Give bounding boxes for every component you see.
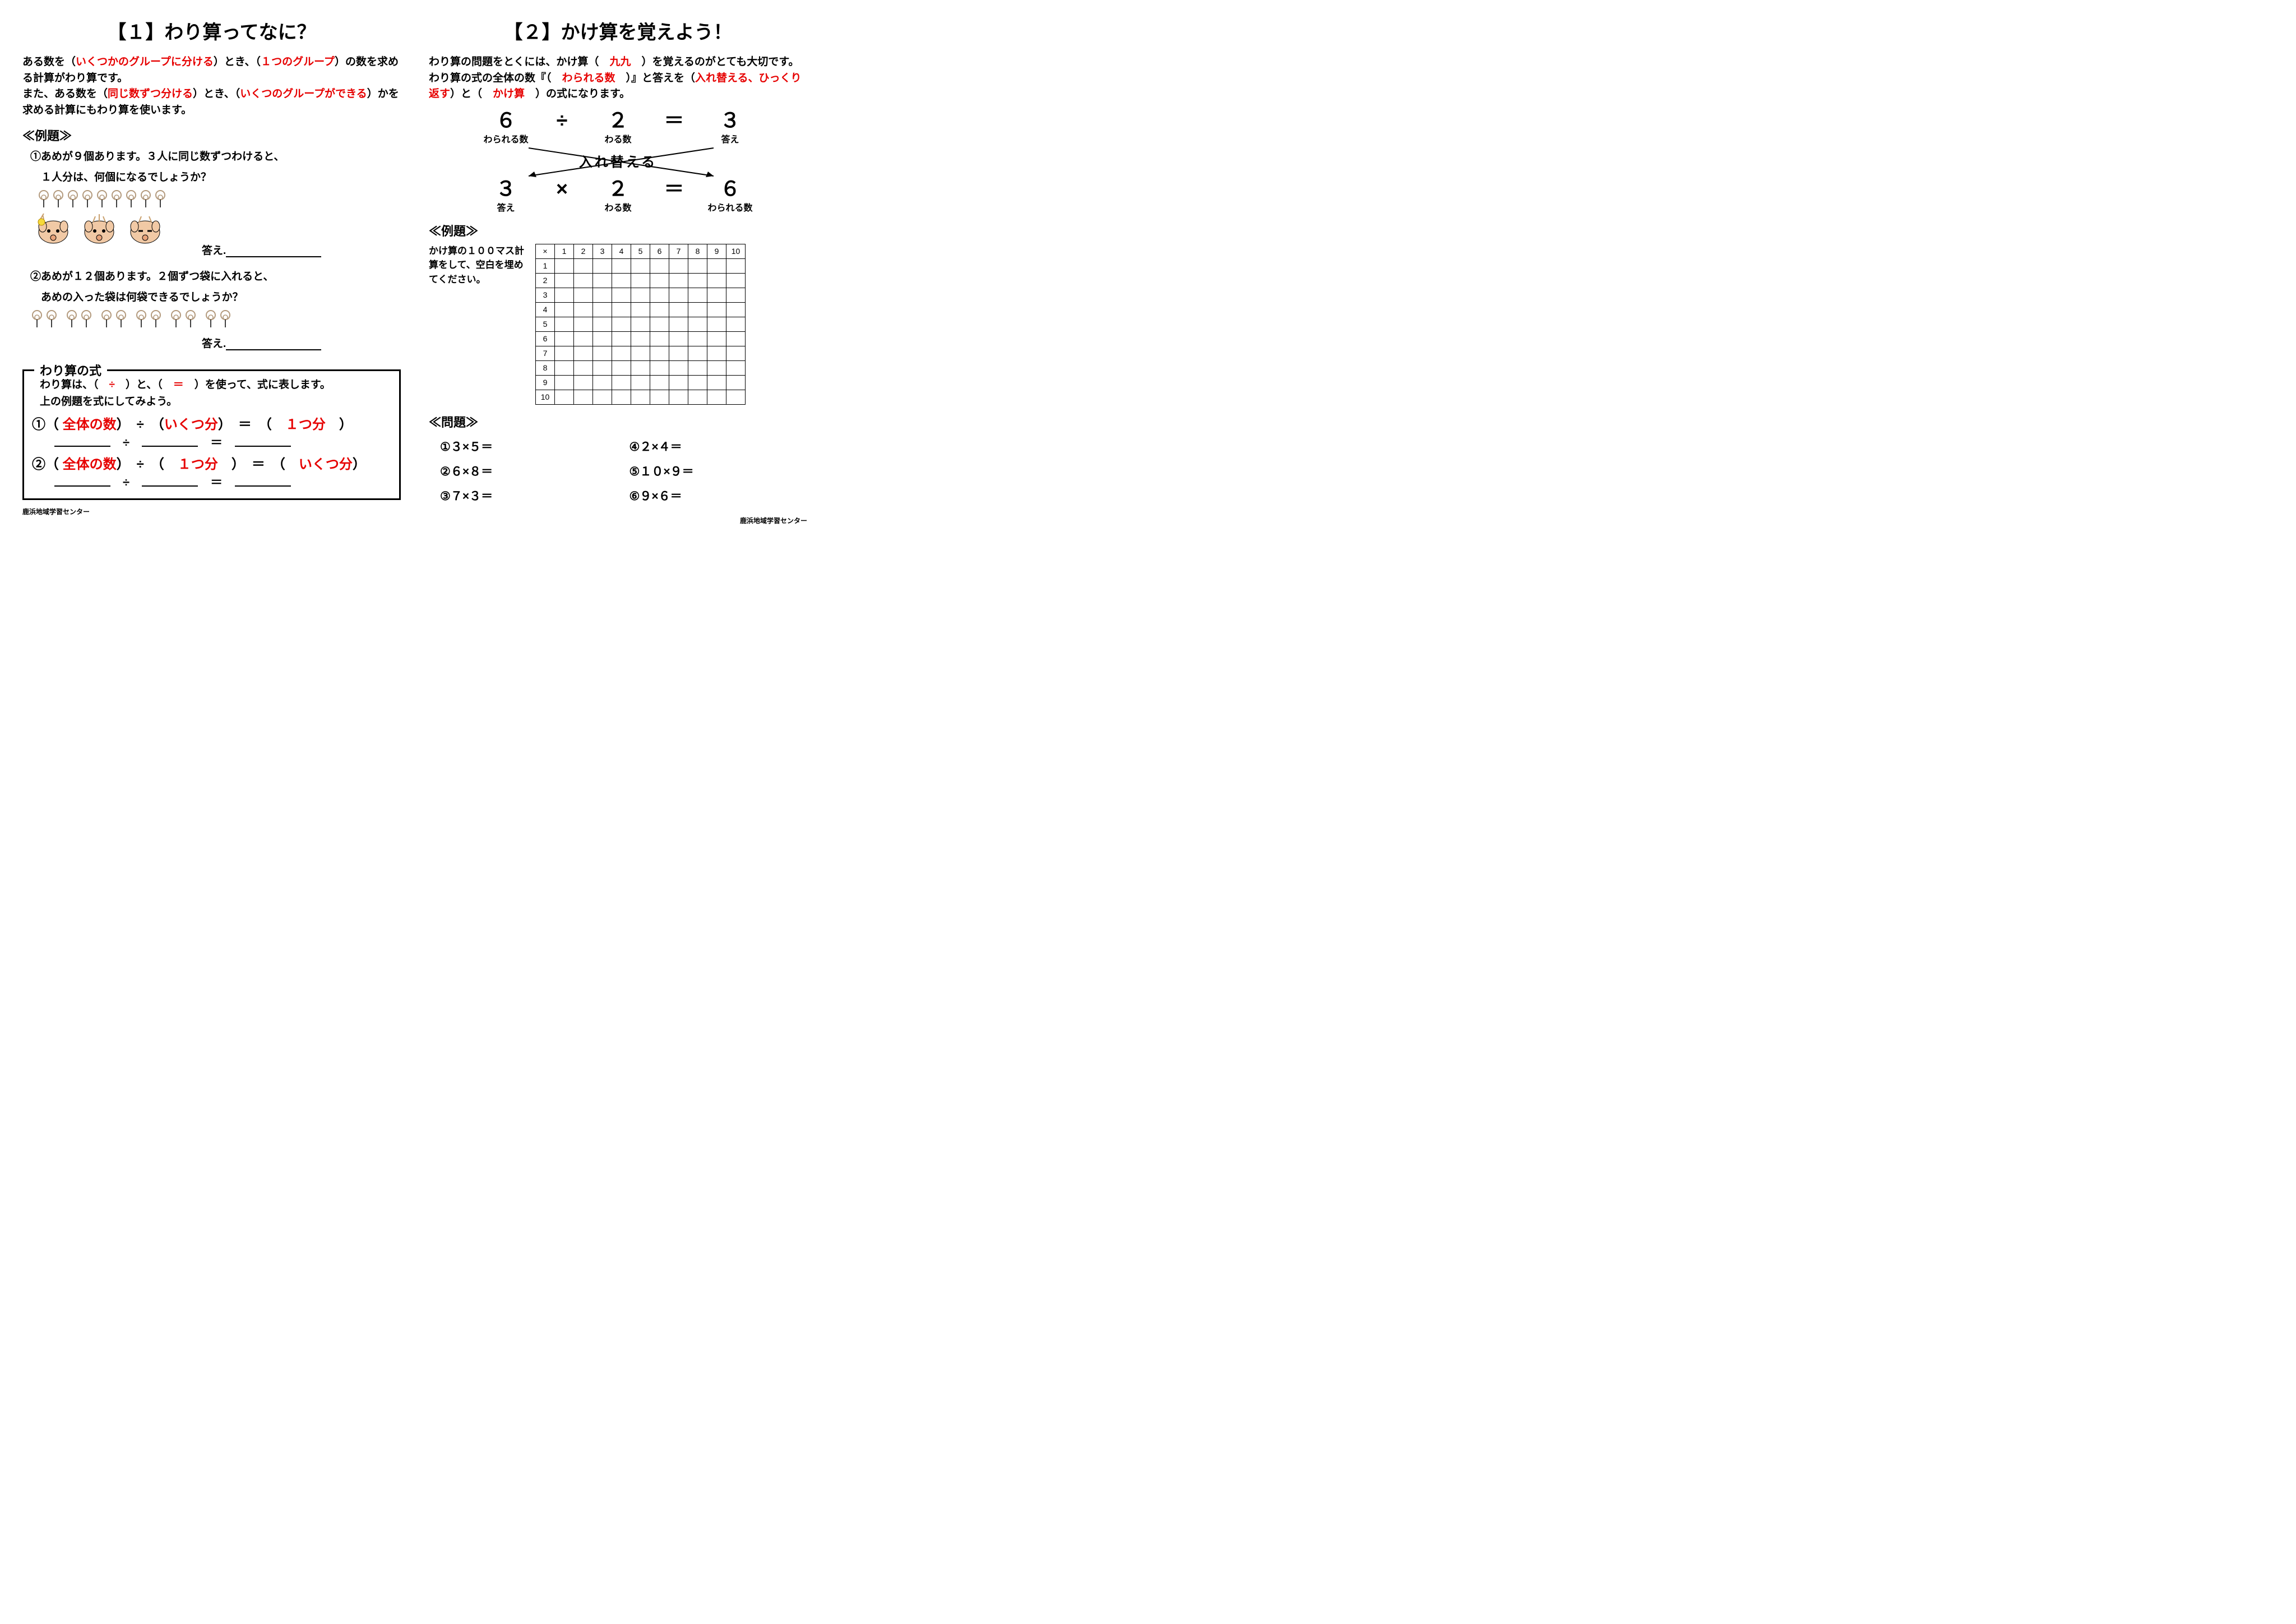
footer-right: 鹿浜地域学習センター xyxy=(429,516,807,525)
face-icon-2 xyxy=(80,211,119,244)
swap-cross-label: 入れ替える xyxy=(579,151,657,170)
answer-2: 答え. xyxy=(202,335,401,350)
problems-section: ≪問題≫ ①３×５＝②６×８＝③７×３＝ ④２×４＝⑤１０×９＝⑥９×６＝ xyxy=(429,413,807,509)
swap-cell: × xyxy=(551,179,573,199)
example-2-line-1: ②あめが１２個あります。２個ずつ袋に入れると、 xyxy=(30,269,401,285)
formula-box-text-2: 上の例題を式にしてみよう。 xyxy=(40,394,391,410)
section-2-title: 【２】かけ算を覚えよう！ xyxy=(429,17,807,44)
answer-blank-1[interactable] xyxy=(226,255,321,257)
candies-row-2 xyxy=(31,309,401,328)
problems-col-right: ④２×４＝⑤１０×９＝⑥９×６＝ xyxy=(629,435,808,509)
intro-1: ある数を（いくつかのグループに分ける）とき、（１つのグループ）の数を求める計算が… xyxy=(22,54,401,86)
multiplication-grid[interactable]: ×1234567891012345678910 xyxy=(535,244,746,405)
equation-2-blanks: ÷ ＝ xyxy=(54,473,391,491)
grid-instructions: かけ算の１００マス計算をして、空白を埋めてください。 xyxy=(429,244,524,287)
equation-1-blanks: ÷ ＝ xyxy=(54,433,391,451)
section-2: 【２】かけ算を覚えよう！ わり算の問題をとくには、かけ算（ 九九 ）を覚えるのが… xyxy=(429,17,807,525)
example-1-line-2: １人分は、何個になるでしょうか？ xyxy=(30,169,401,186)
swap-cell: ２わる数 xyxy=(585,179,652,214)
equation-2: ②（ 全体の数） ÷ （ １つ分 ） ＝ （ いくつ分） xyxy=(32,453,391,473)
problems-heading: ≪問題≫ xyxy=(429,413,807,431)
problem-item: ④２×４＝ xyxy=(629,435,808,460)
swap-cross: 入れ替える xyxy=(478,145,758,179)
answer-1: 答え. xyxy=(202,242,401,257)
swap-cell: ６わられる数 xyxy=(473,110,540,145)
candies-row-1 xyxy=(38,189,401,209)
face-icon-3 xyxy=(126,211,165,244)
example-1-line-1: ①あめが９個あります。３人に同じ数ずつわけると、 xyxy=(30,149,401,165)
problem-item: ⑤１０×９＝ xyxy=(629,460,808,484)
swap-cell: ３答え xyxy=(697,110,764,145)
formula-box-title: わり算の式 xyxy=(34,361,107,379)
intro-2: また、ある数を（同じ数ずつ分ける）とき、（いくつのグループができる）かを求める計… xyxy=(22,86,401,118)
problem-item: ③７×３＝ xyxy=(440,484,618,509)
face-icon-1 xyxy=(34,211,73,244)
problems-col-left: ①３×５＝②６×８＝③７×３＝ xyxy=(440,435,618,509)
problem-item: ①３×５＝ xyxy=(440,435,618,460)
example-heading-1: ≪例題≫ xyxy=(22,126,401,144)
problem-item: ⑥９×６＝ xyxy=(629,484,808,509)
formula-box-text-1: わり算は、（ ÷ ）と、（ ＝ ）を使って、式に表します。 xyxy=(40,377,391,394)
swap-top-row: ６わられる数 ÷ ２わる数 ＝ ３答え xyxy=(429,110,807,145)
section-1-title: 【１】わり算ってなに？ xyxy=(22,17,401,44)
equation-1: ①（ 全体の数） ÷ （いくつ分） ＝ （ １つ分 ） xyxy=(32,413,391,433)
swap-cell: ＝ xyxy=(663,179,686,199)
swap-cell: ３答え xyxy=(473,179,540,214)
swap-cell: ６わられる数 xyxy=(697,179,764,214)
answer-blank-2[interactable] xyxy=(226,348,321,350)
formula-box: わり算の式 わり算は、（ ÷ ）と、（ ＝ ）を使って、式に表します。 上の例題… xyxy=(22,369,401,500)
swap-cell: ２わる数 xyxy=(585,110,652,145)
problem-item: ②６×８＝ xyxy=(440,460,618,484)
intro-right: わり算の問題をとくには、かけ算（ 九九 ）を覚えるのがとても大切です。わり算の式… xyxy=(429,54,807,103)
character-faces xyxy=(34,211,401,244)
swap-diagram: ６わられる数 ÷ ２わる数 ＝ ３答え 入れ替える ３答え × ２わる数 ＝ ６わられる数 xyxy=(429,110,807,214)
swap-cell: ＝ xyxy=(663,110,686,131)
swap-cell: ÷ xyxy=(551,110,573,131)
swap-bottom-row: ３答え × ２わる数 ＝ ６わられる数 xyxy=(429,179,807,214)
example-2-line-2: あめの入った袋は何袋できるでしょうか？ xyxy=(30,289,401,306)
section-1: 【１】わり算ってなに？ ある数を（いくつかのグループに分ける）とき、（１つのグル… xyxy=(22,17,401,525)
footer-left: 鹿浜地域学習センター xyxy=(22,507,401,516)
example-heading-2: ≪例題≫ xyxy=(429,221,807,239)
